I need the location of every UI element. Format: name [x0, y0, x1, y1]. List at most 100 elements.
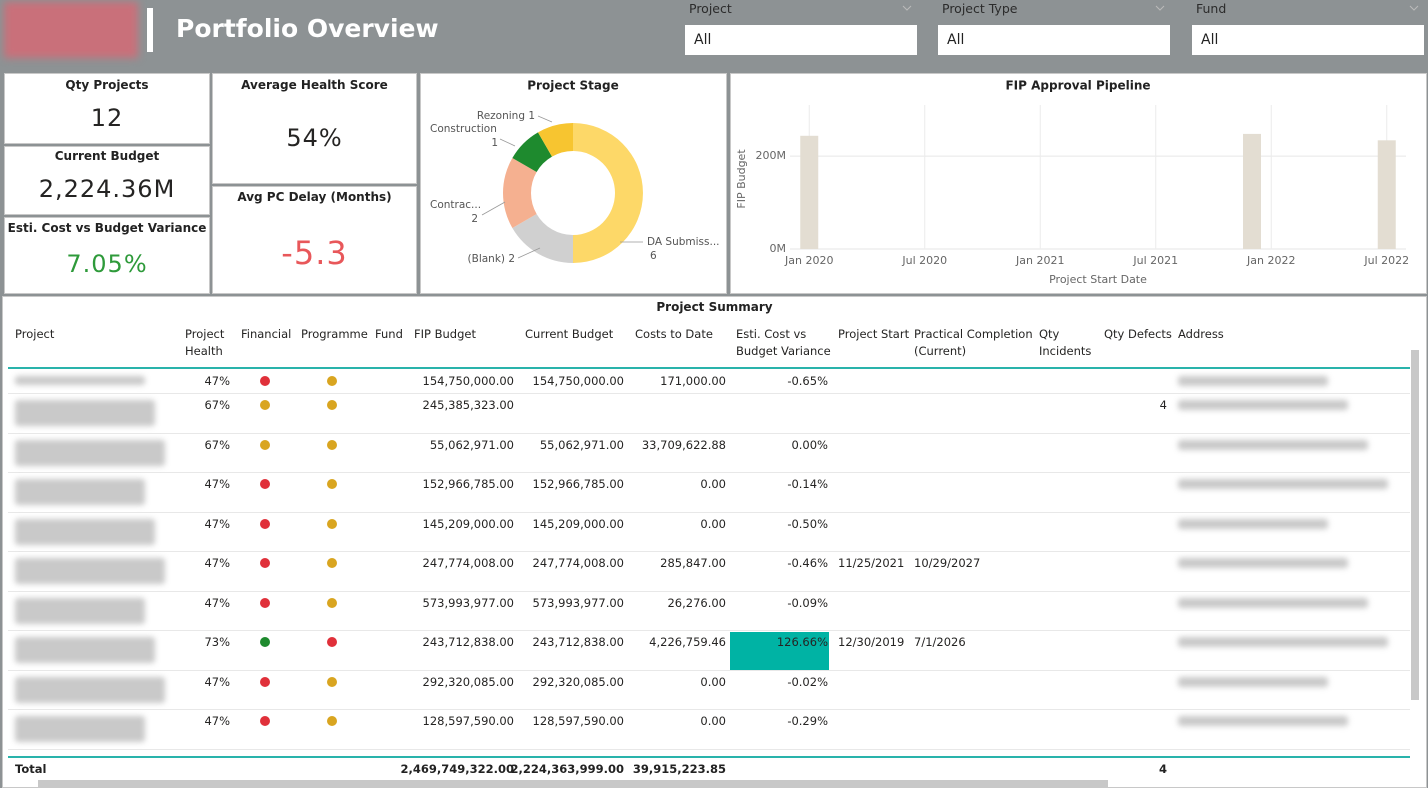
cell: -0.50%	[787, 516, 828, 531]
x-tick-label: Jan 2021	[1015, 254, 1064, 267]
cell: 55,062,971.00	[539, 437, 624, 452]
status-dot	[327, 558, 337, 568]
blurred-address	[1178, 597, 1368, 608]
header-rule	[8, 367, 1410, 369]
column-header: Fund	[375, 327, 403, 341]
cell: 292,320,085.00	[422, 674, 514, 689]
blurred-project	[15, 558, 165, 584]
kpi-value: 12	[90, 104, 124, 132]
column-header: Esti. Cost vs Budget Variance	[736, 327, 831, 358]
status-dot	[327, 518, 337, 529]
cell: -0.29%	[787, 714, 828, 728]
blurred-project	[15, 716, 145, 742]
blurred-address	[1178, 376, 1328, 386]
filter-value[interactable]: All	[1201, 32, 1219, 48]
leader-line	[499, 138, 516, 147]
status-dot	[260, 400, 270, 410]
h-scrollbar[interactable]	[38, 780, 1108, 787]
blurred-address	[1178, 716, 1348, 726]
cell: 243,712,838.00	[422, 635, 514, 649]
x-tick-label: Jul 2022	[1363, 254, 1409, 267]
x-tick-label: Jan 2022	[1246, 254, 1295, 267]
filter-value[interactable]: All	[694, 32, 712, 48]
page-title: Portfolio Overview	[176, 14, 439, 43]
blurred-project	[15, 597, 145, 624]
blurred-project	[15, 376, 145, 385]
blurred-project	[15, 676, 165, 703]
slice-value: 1	[528, 110, 535, 122]
kpi-card	[4, 217, 210, 294]
filter-box[interactable]	[938, 25, 1170, 55]
column-header: Qty Incidents	[1039, 327, 1092, 358]
cell: 243,712,838.00	[532, 635, 624, 649]
row-rule	[8, 472, 1410, 473]
kpi-value: 54%	[286, 124, 343, 152]
cell: -0.46%	[787, 556, 828, 570]
blurred-address	[1178, 439, 1368, 450]
cell: 0.00	[700, 674, 726, 689]
v-scrollbar[interactable]	[1411, 350, 1419, 700]
title-divider	[147, 8, 153, 52]
cell: 67%	[204, 437, 230, 452]
kpi-label: Avg PC Delay (Months)	[237, 190, 392, 204]
column-header: Qty Defects	[1104, 327, 1172, 341]
kpi-value: 2,224.36M	[38, 175, 176, 203]
kpi-label: Esti. Cost vs Budget Variance	[7, 221, 207, 235]
cell: 145,209,000.00	[422, 516, 514, 531]
chart-title: Project Stage	[527, 79, 618, 93]
row-rule	[8, 551, 1410, 552]
bar	[1243, 133, 1261, 249]
chart-title: FIP Approval Pipeline	[1005, 79, 1150, 93]
blurred-address	[1178, 558, 1348, 568]
status-dot	[260, 558, 270, 568]
row-rule	[8, 511, 1410, 513]
status-dot	[260, 376, 270, 386]
cell: 145,209,000.00	[532, 516, 624, 531]
total-label: Total	[15, 762, 47, 776]
y-tick-label: 200M	[756, 149, 787, 162]
kpi-value: 7.05%	[66, 250, 148, 278]
column-header: Project Start	[838, 327, 910, 341]
cell: 12/30/2019	[838, 635, 905, 649]
cell: 47%	[204, 595, 230, 610]
blurred-project	[15, 518, 155, 545]
slice-label: Contrac...	[430, 199, 481, 211]
status-dot	[327, 479, 337, 489]
kpi-card	[4, 146, 210, 215]
cell-highlight	[730, 632, 829, 670]
row-rule	[8, 393, 1410, 394]
status-dot	[327, 439, 337, 450]
status-dot	[260, 597, 270, 608]
column-header: Practical Completion (Current)	[914, 327, 1033, 358]
total-cell: 39,915,223.85	[632, 762, 726, 776]
cell: 247,774,008.00	[532, 556, 624, 570]
total-cell: 4	[1158, 762, 1167, 776]
blurred-address	[1178, 637, 1388, 647]
column-header: FIP Budget	[414, 327, 476, 341]
slice-label: Rezoning	[477, 110, 525, 122]
cell: -0.09%	[787, 595, 828, 610]
filter-box[interactable]	[1192, 25, 1424, 55]
column-header: Financial	[241, 327, 292, 341]
cell: 55,062,971.00	[429, 437, 514, 452]
filter-value[interactable]: All	[947, 32, 965, 48]
chart-panel	[730, 73, 1427, 294]
cell: 0.00	[700, 477, 726, 491]
status-dot	[327, 597, 337, 608]
status-dot	[327, 376, 337, 386]
row-rule	[8, 709, 1410, 710]
kpi-card	[212, 73, 417, 184]
leader-line	[517, 247, 541, 259]
donut-slice	[512, 132, 552, 172]
slice-value: 2	[508, 253, 515, 265]
cell: -0.65%	[787, 374, 828, 388]
status-dot	[260, 439, 270, 450]
filter-box[interactable]	[685, 25, 917, 55]
blurred-address	[1178, 518, 1328, 529]
slice-label: DA Submiss...	[647, 236, 720, 248]
cell: 285,847.00	[660, 556, 726, 570]
cell: 573,993,977.00	[532, 595, 624, 610]
row-rule	[8, 630, 1410, 631]
kpi-value: -5.3	[281, 234, 348, 272]
kpi-card	[212, 186, 417, 294]
